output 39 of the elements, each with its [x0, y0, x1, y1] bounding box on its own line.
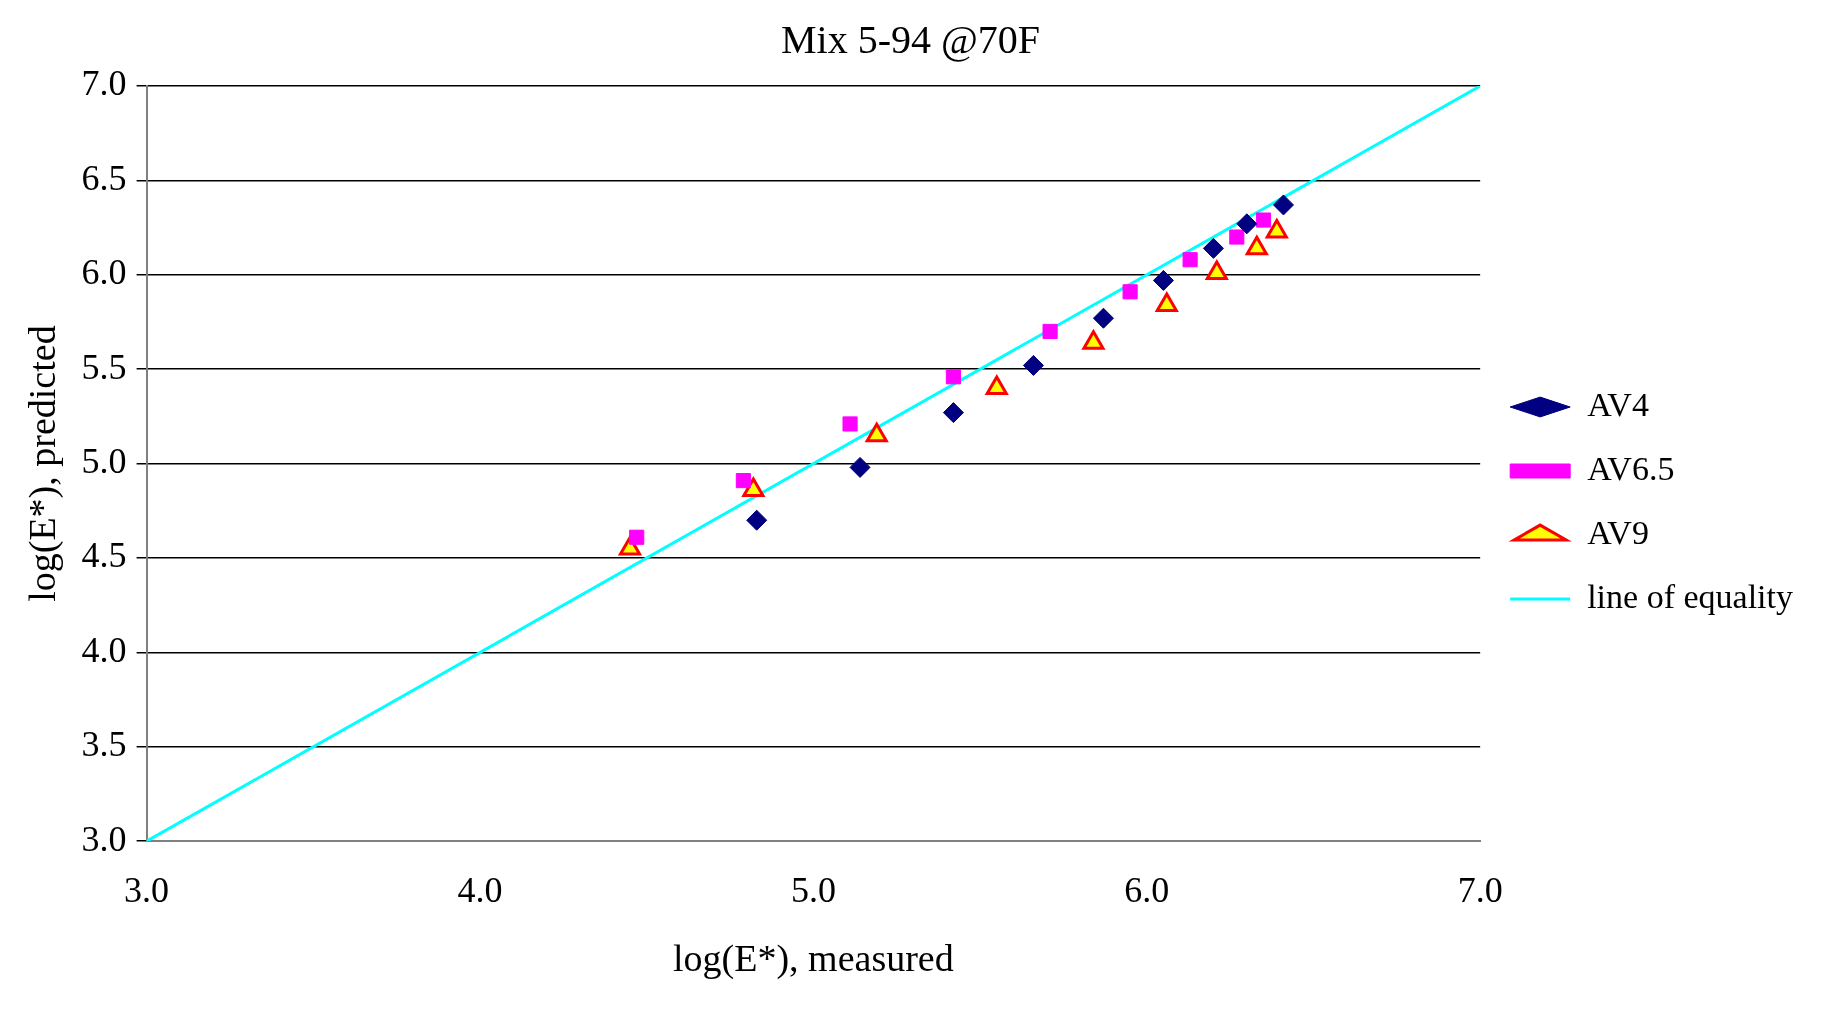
point — [1042, 323, 1058, 340]
point — [1229, 229, 1245, 245]
point — [849, 456, 871, 478]
point — [1236, 213, 1258, 235]
point — [945, 369, 961, 385]
y-tick-label: 7.0 — [81, 63, 127, 104]
y-tick-label: 4.0 — [81, 629, 127, 670]
y-tick-label: 3.0 — [81, 818, 127, 859]
point — [1022, 354, 1044, 376]
legend-label: AV9 — [1587, 513, 1649, 551]
x-tick-label: 3.0 — [124, 870, 170, 911]
x-tick-label: 7.0 — [1457, 870, 1503, 911]
point — [1272, 194, 1294, 216]
legend-label: line of equality — [1587, 577, 1793, 615]
x-tick-label: 5.0 — [790, 870, 836, 911]
x-tick-label: 4.0 — [457, 870, 503, 911]
y-tick-label: 5.0 — [81, 441, 127, 482]
point — [629, 529, 645, 545]
point — [1202, 237, 1224, 259]
y-tick-label: 6.5 — [81, 157, 127, 198]
legend-label: AV4 — [1587, 385, 1649, 423]
y-tick-label: 5.5 — [81, 346, 127, 387]
point — [1122, 284, 1138, 300]
point — [735, 473, 751, 489]
legend-label: AV6.5 — [1587, 449, 1675, 487]
y-tick-label: 3.5 — [81, 724, 127, 765]
point — [1152, 269, 1174, 291]
point — [1182, 252, 1198, 268]
x-axis-title: log(E*), measured — [673, 937, 954, 981]
point — [942, 402, 964, 424]
y-tick-label: 6.0 — [81, 252, 127, 293]
y-tick-label: 4.5 — [81, 535, 127, 576]
point — [1255, 212, 1272, 228]
point — [842, 416, 858, 432]
point — [1092, 307, 1114, 329]
chart-title: Mix 5-94 @70F — [780, 16, 1041, 62]
point — [746, 509, 768, 531]
y-axis-title: log(E*), predicted — [20, 325, 64, 602]
x-tick-label: 6.0 — [1124, 870, 1170, 911]
